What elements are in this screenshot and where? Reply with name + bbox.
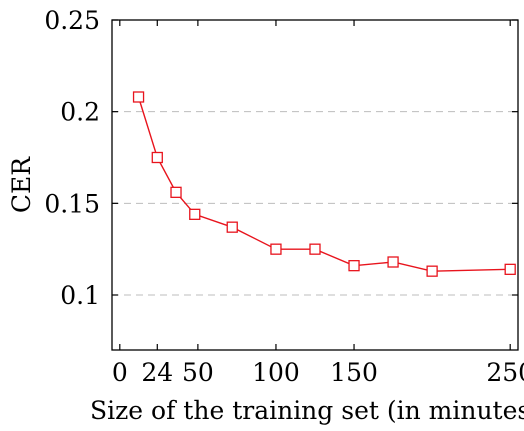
series-line (137, 96, 511, 272)
grid-lines (112, 111, 518, 296)
data-point (309, 243, 321, 255)
data-point (226, 221, 238, 233)
y-tick-label: 0.1 (60, 281, 100, 310)
data-point (132, 91, 145, 103)
data-point (270, 243, 282, 255)
x-tick-label: 24 (141, 358, 173, 387)
series-layer (132, 91, 516, 277)
y-tick-label: 0.2 (60, 98, 100, 127)
ticks: 0.1 0.15 0.2 0.25 0 24 50 100 150 250 (44, 6, 524, 387)
plot-frame (111, 19, 519, 351)
x-tick-label: 150 (330, 358, 378, 387)
data-point (504, 263, 516, 275)
x-tick-label: 250 (486, 358, 524, 387)
x-axis-title: Size of the training set (in minutes) (90, 396, 524, 425)
y-tick-label: 0.15 (44, 189, 100, 218)
data-point (387, 256, 399, 268)
y-axis-title: CER (7, 156, 36, 213)
x-tick-label: 100 (252, 358, 300, 387)
data-point (426, 265, 438, 277)
data-point (170, 186, 182, 198)
x-tick-label: 0 (112, 358, 128, 387)
y-tick-label: 0.25 (44, 6, 100, 35)
data-point (151, 151, 163, 164)
data-point (348, 260, 360, 272)
data-point (189, 208, 201, 220)
x-tick-label: 50 (182, 358, 214, 387)
